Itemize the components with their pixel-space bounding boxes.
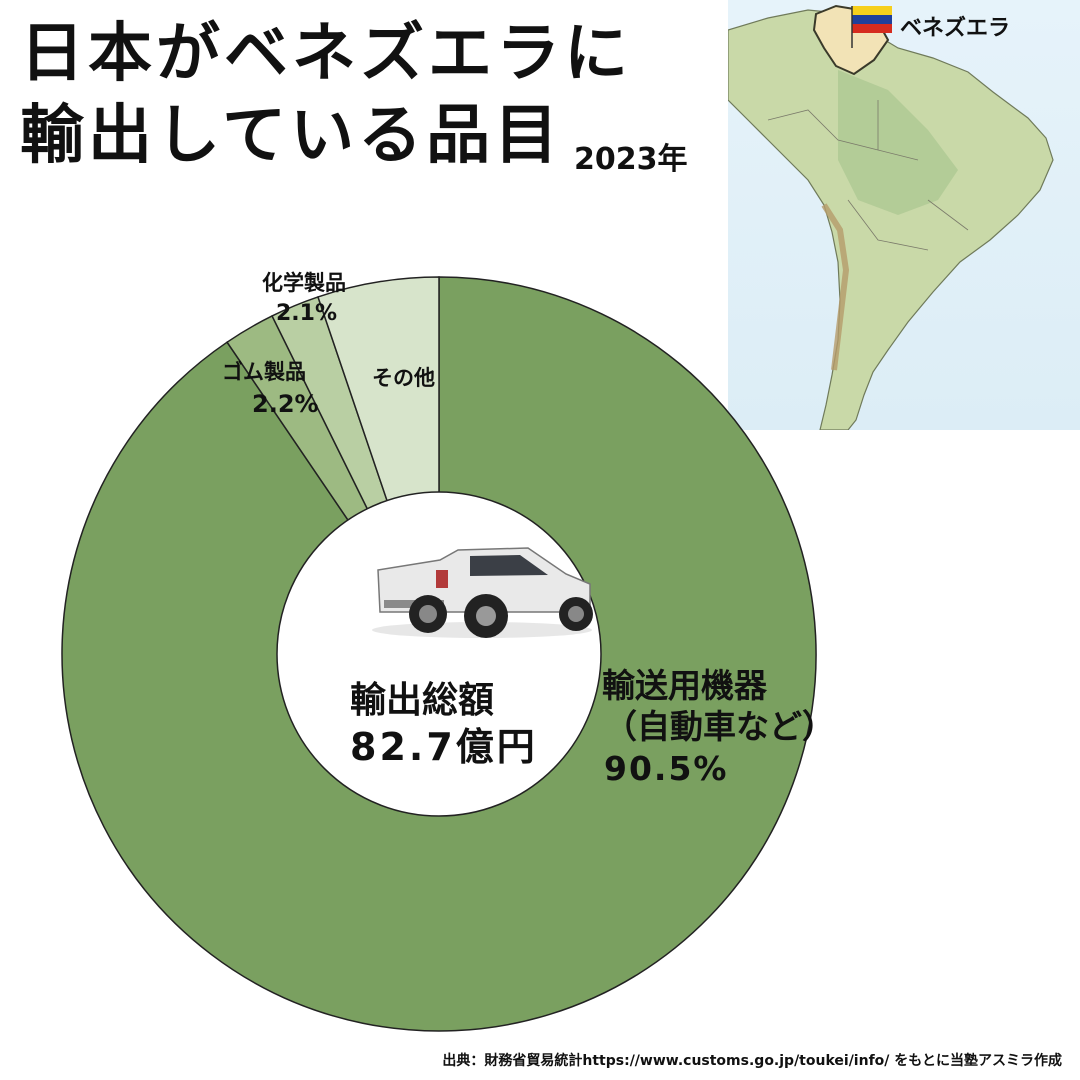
year-label: 2023年 <box>574 142 688 177</box>
map-country-label: ベネズエラ <box>900 16 1011 41</box>
slice-sublabel-transport: （自動車など） <box>604 707 835 746</box>
pickup-truck-icon <box>372 547 593 638</box>
slice-label-other: その他 <box>372 366 435 390</box>
slice-label-transport: 輸送用機器 <box>602 666 768 705</box>
slice-percent-chemical: 2.1% <box>276 301 337 326</box>
slice-percent-rubber: 2.2% <box>252 390 319 418</box>
slice-percent-transport: 90.5% <box>604 749 729 788</box>
south-america-map: ベネズエラ <box>728 0 1080 430</box>
venezuela-flag-icon <box>851 6 892 48</box>
slice-label-rubber: ゴム製品 <box>222 360 306 384</box>
source-citation: 出典：財務省貿易統計https://www.customs.go.jp/touk… <box>442 1053 1062 1069</box>
title-line-2: 輸出している品目 <box>20 99 563 173</box>
center-total-label: 輸出総額 <box>350 680 494 721</box>
slice-label-chemical: 化学製品 <box>262 271 346 295</box>
map-graphic <box>728 4 1054 430</box>
title-line-1: 日本がベネズエラに <box>20 17 632 91</box>
slice-transport <box>61 276 817 1032</box>
center-total-value: 82.7億円 <box>350 725 538 769</box>
